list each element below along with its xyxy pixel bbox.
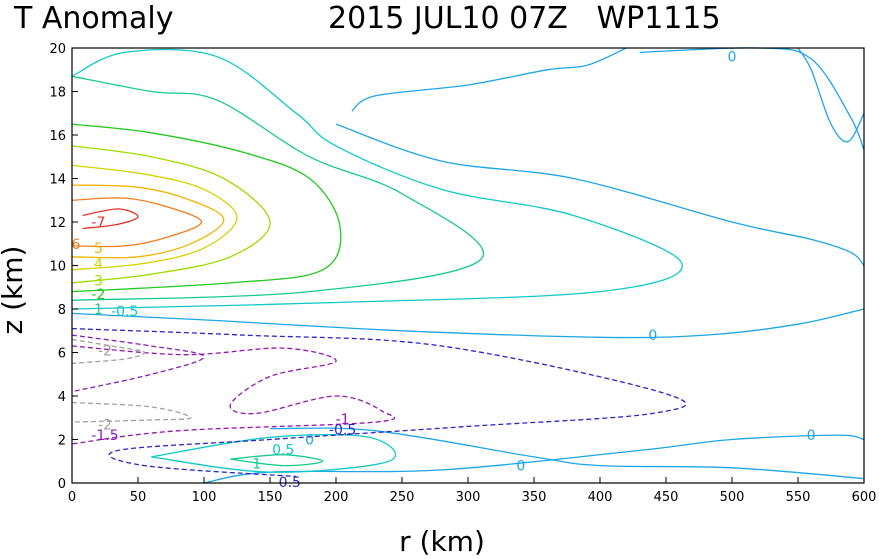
x-tick-label-5: 250 [390,490,415,505]
contour-line-10 [797,47,865,143]
contour-labels: -76 543-21 -0.500-2-2-1.5-1-0.500.510.500 [71,50,815,491]
contour-label-4: 3 [94,274,103,290]
x-tick-label-6: 300 [456,490,481,505]
contour-label-7: -0.5 [111,304,138,320]
contour-line-13 [269,427,865,480]
contour-line-2 [71,184,225,259]
contour-line-9 [351,47,627,112]
contour-line-16 [230,454,324,467]
y-tick-label-6: 12 [49,216,66,231]
contour-label-1: 6 [71,237,80,253]
contour-label-6: 1 [94,302,103,318]
x-tick-label-8: 400 [588,490,613,505]
contour-label-13: -1 [336,412,350,428]
x-tick-label-3: 150 [258,490,283,505]
y-tick-label-7: 14 [49,173,66,188]
contour-line-15 [151,433,397,473]
contour-label-8: 0 [648,328,657,344]
contour-line-0 [82,208,139,230]
y-tick-label-3: 6 [58,347,66,362]
contour-line-4 [71,145,271,284]
contour-label-3: 4 [94,256,103,272]
contour-label-0: -7 [91,215,105,231]
x-tick-label-7: 350 [522,490,547,505]
x-tick-label-10: 500 [720,490,745,505]
contour-line-11 [335,123,865,266]
contour-line-12 [71,308,865,339]
x-tick-label-9: 450 [654,490,679,505]
x-axis-ticks: 0 50 100 150 200 250 300 350 400 450 500 550 600 [68,477,877,505]
x-axis-label: r (km) [399,525,485,558]
y-axis-label: z (km) [0,246,29,335]
contour-line-19 [71,334,205,393]
y-tick-label-8: 16 [49,129,66,144]
y-tick-label-2: 4 [58,390,66,405]
y-tick-label-4: 8 [58,303,66,318]
x-tick-label-4: 200 [324,490,349,505]
contour-label-2: 5 [94,241,103,257]
contour-label-14: -0.5 [329,423,356,439]
contour-label-5: -2 [91,287,105,303]
contour-lines [71,47,865,484]
contour-label-11: -2 [98,417,112,433]
contour-label-19: 0 [516,459,525,475]
contour-label-15: 0 [305,433,314,449]
contour-line-1 [71,197,203,248]
contour-line-5 [71,123,342,293]
chart-title-right: 2015 JUL10 07Z WP1115 [328,1,721,36]
contour-line-7 [71,48,683,310]
y-tick-label-0: 0 [58,477,66,492]
contour-label-20: 0 [807,428,816,444]
contour-line-21 [71,401,192,423]
contour-line-14 [203,434,865,484]
contour-line-3 [71,164,238,271]
chart-title-left: T Anomaly [13,1,173,36]
y-tick-label-5: 10 [49,260,66,275]
contour-line-18 [71,345,396,445]
y-tick-label-10: 20 [49,42,66,57]
contour-label-16: 0.5 [272,442,294,458]
contour-line-8 [639,47,865,151]
y-tick-label-9: 18 [49,86,66,101]
x-tick-label-0: 0 [68,490,76,505]
x-tick-label-12: 600 [852,490,877,505]
x-tick-label-11: 550 [786,490,811,505]
contour-line-20 [71,338,146,365]
y-axis-ticks: 0 2 4 6 8 10 12 14 16 18 20 [49,42,78,492]
contour-line-17 [71,327,687,478]
y-tick-label-1: 2 [58,434,66,449]
x-tick-label-2: 100 [192,490,217,505]
x-tick-label-1: 50 [130,490,147,505]
contour-line-6 [71,75,485,301]
contour-label-10: -2 [98,343,112,359]
contour-label-17: 1 [252,456,261,472]
contour-label-9: 0 [728,50,737,66]
contour-label-12: -1.5 [91,428,118,444]
